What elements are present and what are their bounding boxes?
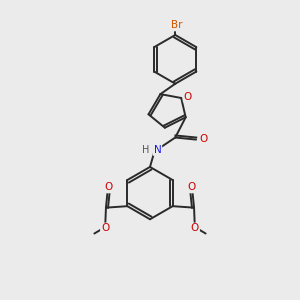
Text: O: O xyxy=(191,224,199,233)
Text: N: N xyxy=(154,145,161,155)
Text: H: H xyxy=(142,145,149,155)
Text: O: O xyxy=(104,182,112,193)
Text: O: O xyxy=(188,182,196,193)
Text: O: O xyxy=(184,92,192,101)
Text: O: O xyxy=(200,134,208,144)
Text: Br: Br xyxy=(171,20,182,31)
Text: O: O xyxy=(101,224,109,233)
